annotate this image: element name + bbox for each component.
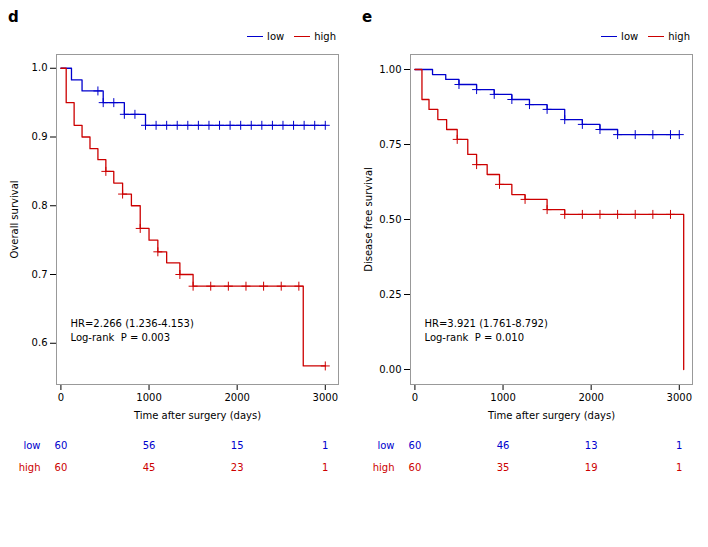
- svg-text:35: 35: [497, 462, 510, 473]
- svg-text:1.0: 1.0: [32, 62, 48, 73]
- svg-text:60: 60: [55, 462, 68, 473]
- svg-text:1: 1: [676, 462, 682, 473]
- svg-text:Time after surgery (days): Time after surgery (days): [133, 410, 261, 421]
- html-text:e: e: [362, 8, 373, 26]
- svg-text:45: 45: [143, 462, 156, 473]
- svg-text:0.7: 0.7: [32, 269, 48, 280]
- svg-text:3000: 3000: [313, 392, 338, 403]
- html-text:high: high: [668, 30, 690, 42]
- svg-text:15: 15: [231, 440, 244, 451]
- svg-text:Log-rank P = 0.003: Log-rank P = 0.003: [71, 332, 171, 343]
- svg-text:13: 13: [585, 440, 598, 451]
- svg-text:Log-rank P = 0.010: Log-rank P = 0.010: [425, 332, 525, 343]
- svg-text:low: low: [377, 440, 394, 451]
- svg-text:0.50: 0.50: [379, 214, 401, 225]
- svg-text:19: 19: [585, 462, 598, 473]
- svg-text:60: 60: [409, 462, 422, 473]
- html-text:low: low: [267, 30, 285, 42]
- svg-text:HR=3.921 (1.761-8.792): HR=3.921 (1.761-8.792): [425, 318, 548, 329]
- svg-text:1.00: 1.00: [379, 64, 401, 75]
- svg-text:1: 1: [676, 440, 682, 451]
- svg-text:0.25: 0.25: [379, 289, 401, 300]
- html-text:low: low: [621, 30, 639, 42]
- svg-text:0.00: 0.00: [379, 364, 401, 375]
- svg-text:0: 0: [412, 392, 418, 403]
- svg-text:1: 1: [322, 440, 328, 451]
- svg-text:46: 46: [497, 440, 510, 451]
- svg-text:low: low: [23, 440, 40, 451]
- svg-text:Disease free survival: Disease free survival: [363, 167, 374, 272]
- svg-text:1: 1: [322, 462, 328, 473]
- svg-text:23: 23: [231, 462, 244, 473]
- html-text:high: high: [314, 30, 336, 42]
- svg-text:high: high: [373, 462, 395, 473]
- svg-text:3000: 3000: [667, 392, 692, 403]
- svg-text:0.8: 0.8: [32, 200, 48, 211]
- html-text:d: d: [8, 8, 19, 26]
- svg-text:Overall survival: Overall survival: [9, 180, 20, 258]
- svg-text:0.9: 0.9: [32, 131, 48, 142]
- svg-text:1000: 1000: [490, 392, 515, 403]
- svg-text:56: 56: [143, 440, 156, 451]
- svg-text:0.6: 0.6: [32, 337, 48, 348]
- svg-text:2000: 2000: [224, 392, 249, 403]
- svg-text:1000: 1000: [136, 392, 161, 403]
- svg-text:Time after surgery (days): Time after surgery (days): [487, 410, 615, 421]
- svg-text:0.75: 0.75: [379, 139, 401, 150]
- svg-text:60: 60: [55, 440, 68, 451]
- svg-text:60: 60: [409, 440, 422, 451]
- svg-text:0: 0: [58, 392, 64, 403]
- svg-text:high: high: [19, 462, 41, 473]
- svg-text:HR=2.266 (1.236-4.153): HR=2.266 (1.236-4.153): [71, 318, 194, 329]
- svg-text:2000: 2000: [578, 392, 603, 403]
